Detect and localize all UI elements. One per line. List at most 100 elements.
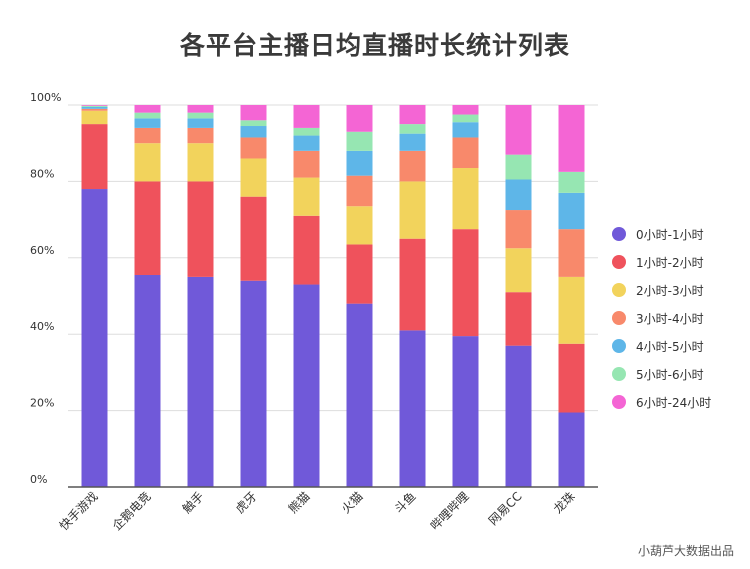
legend-label: 1小时-2小时: [636, 255, 704, 270]
bar-segment: [293, 215, 320, 285]
bar-segment: [81, 124, 108, 190]
bar-segment: [134, 105, 161, 113]
bar-segment: [81, 106, 108, 109]
legend-label: 3小时-4小时: [636, 311, 704, 326]
bar-segment: [134, 112, 161, 119]
bar-segment: [240, 280, 267, 487]
legend-swatch: [612, 255, 626, 269]
bar-segment: [346, 206, 373, 245]
bar-segment: [240, 158, 267, 197]
bar-segment: [240, 120, 267, 127]
bar-segment: [452, 114, 479, 123]
bar-segment: [452, 122, 479, 138]
bar-segment: [346, 303, 373, 487]
bar-segment: [293, 135, 320, 151]
legend-swatch: [612, 283, 626, 297]
bar-segment: [399, 330, 426, 487]
legend-label: 0小时-1小时: [636, 227, 704, 242]
bar-segment: [293, 105, 320, 128]
legend-label: 5小时-6小时: [636, 367, 704, 382]
legend-item: 6小时-24小时: [612, 388, 711, 416]
bar-segment: [240, 126, 267, 138]
bar-segment: [452, 229, 479, 337]
x-tick-label: 龙珠: [551, 489, 578, 516]
y-tick-label: 0%: [30, 473, 47, 486]
bar-segment: [187, 276, 214, 487]
bar-segment: [81, 105, 108, 106]
bar-segment: [558, 192, 585, 230]
bar-segment: [346, 131, 373, 151]
bar-segment: [293, 284, 320, 487]
bar-segment: [134, 118, 161, 128]
legend-swatch: [612, 367, 626, 381]
bar-segment: [505, 154, 532, 180]
bar-segment: [134, 143, 161, 182]
legend-label: 6小时-24小时: [636, 395, 712, 410]
bar-segment: [293, 177, 320, 216]
bar-segment: [293, 127, 320, 136]
bar-segment: [187, 127, 214, 144]
legend-item: 3小时-4小时: [612, 304, 711, 332]
bar-segment: [505, 248, 532, 293]
bar-segment: [187, 143, 214, 182]
x-tick-label: 哔哩哔哩: [428, 489, 472, 533]
x-tick-label: 熊猫: [285, 489, 313, 517]
legend-item: 1小时-2小时: [612, 248, 711, 276]
legend-label: 2小时-3小时: [636, 283, 704, 298]
bar-segment: [558, 105, 585, 172]
bar-segment: [81, 105, 108, 107]
bar-segment: [452, 137, 479, 169]
bar-segment: [558, 343, 585, 413]
bar-segment: [187, 105, 214, 113]
bar-segment: [134, 181, 161, 275]
x-tick-label: 触手: [180, 489, 207, 516]
chart-legend: 0小时-1小时 1小时-2小时 2小时-3小时 3小时-4小时 4小时-5小时 5小时-6…: [612, 220, 711, 416]
bar-segment: [452, 105, 479, 115]
bar-segment: [346, 150, 373, 176]
x-tick-label: 网易CC: [486, 489, 525, 528]
bar-segment: [558, 171, 585, 193]
bar-segment: [399, 238, 426, 331]
legend-item: 0小时-1小时: [612, 220, 711, 248]
bar-segment: [558, 229, 585, 277]
bar-segment: [399, 124, 426, 134]
y-tick-label: 60%: [30, 244, 54, 257]
bar-segment: [81, 108, 108, 111]
legend-item: 4小时-5小时: [612, 332, 711, 360]
bar-segment: [399, 150, 426, 182]
bar-segment: [452, 168, 479, 230]
bar-segment: [399, 133, 426, 151]
bar-segment: [240, 105, 267, 121]
bar-segment: [81, 189, 108, 488]
bar-segment: [505, 105, 532, 155]
legend-swatch: [612, 339, 626, 353]
bar-segment: [399, 181, 426, 239]
bar-segment: [346, 244, 373, 304]
bar-segment: [505, 210, 532, 249]
source-note: 小葫芦大数据出品: [637, 544, 734, 558]
bar-segment: [558, 412, 585, 487]
legend-item: 5小时-6小时: [612, 360, 711, 388]
y-tick-label: 40%: [30, 320, 54, 333]
bar-segment: [452, 336, 479, 487]
bar-segment: [505, 345, 532, 487]
legend-swatch: [612, 227, 626, 241]
y-tick-label: 100%: [30, 91, 61, 104]
bar-segment: [293, 150, 320, 178]
bar-segment: [134, 274, 161, 487]
y-tick-label: 80%: [30, 167, 54, 180]
x-tick-label: 火猫: [339, 489, 366, 516]
bar-segment: [346, 175, 373, 207]
legend-item: 2小时-3小时: [612, 276, 711, 304]
bar-segment: [505, 179, 532, 211]
legend-swatch: [612, 311, 626, 325]
x-tick-label: 快手游戏: [57, 489, 101, 533]
bar-segment: [346, 105, 373, 132]
bar-segment: [187, 118, 214, 128]
bar-segment: [134, 127, 161, 144]
bar-segment: [187, 181, 214, 277]
bar-segment: [240, 196, 267, 281]
y-tick-label: 20%: [30, 397, 54, 410]
bar-segment: [187, 112, 214, 119]
x-tick-label: 企鹅电竞: [109, 489, 154, 534]
